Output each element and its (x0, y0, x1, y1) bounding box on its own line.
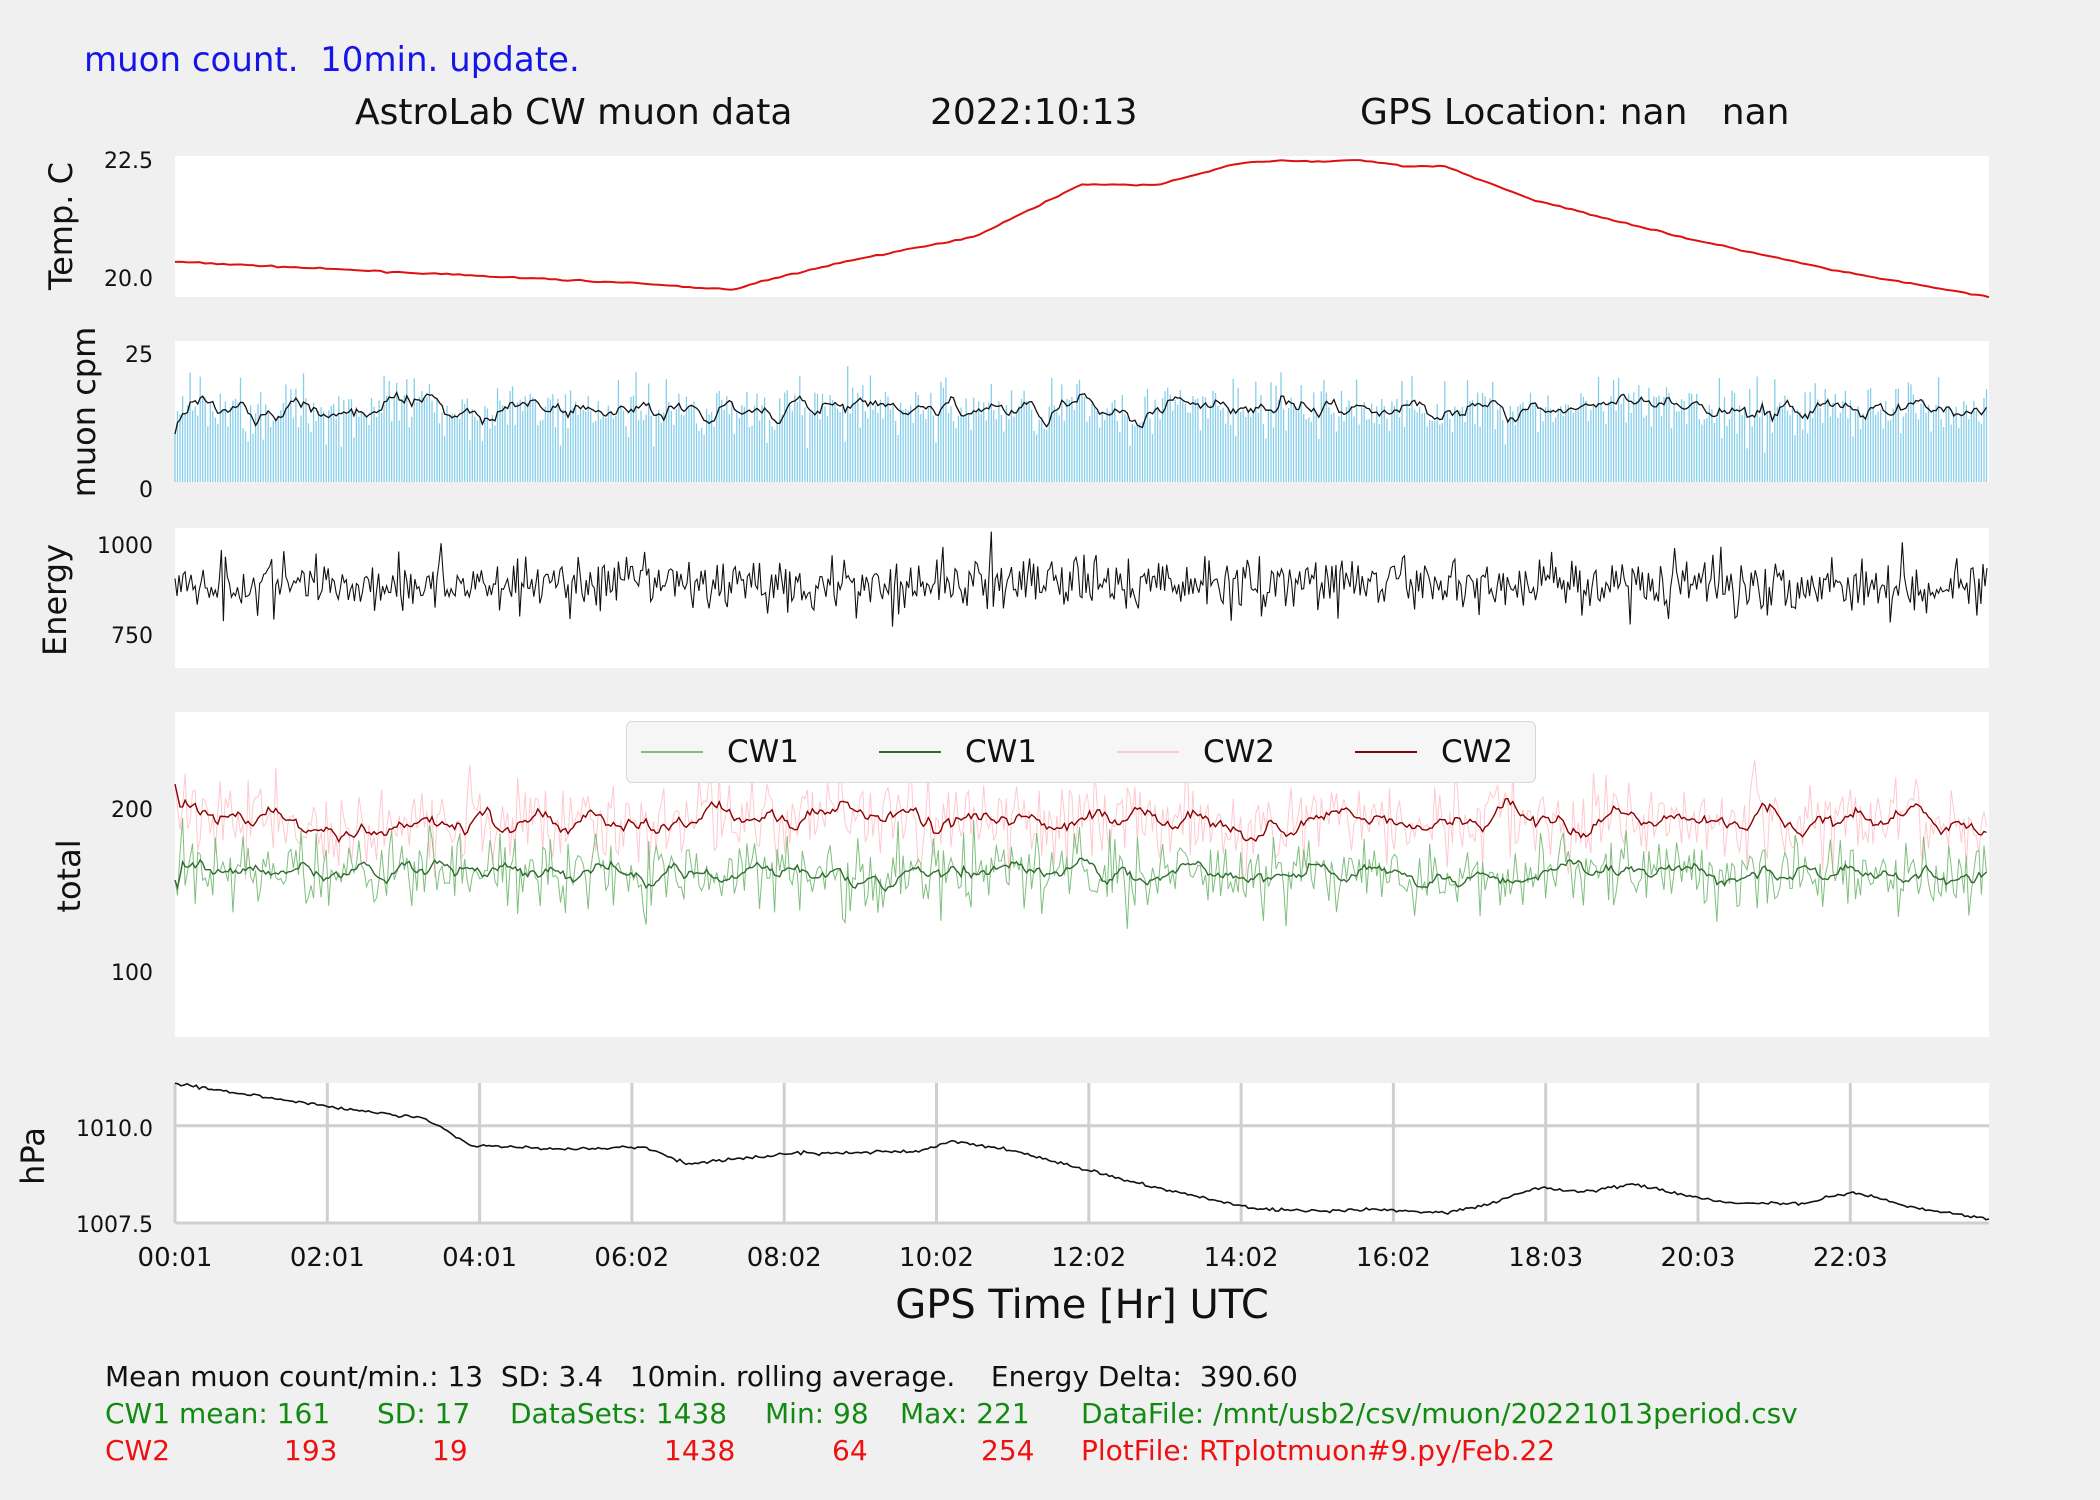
pressure-gridlines (173, 1083, 1989, 1225)
cw2-sd: 19 (432, 1434, 468, 1467)
pressure-ytick-bottom: 1007.5 (76, 1213, 153, 1238)
legend-swatch (879, 751, 941, 753)
cw2-max: 254 (981, 1434, 1035, 1467)
legend-swatch (641, 751, 703, 753)
cw1-mean: CW1 mean: 161 (105, 1397, 331, 1430)
plot-title: AstroLab CW muon data (355, 92, 793, 133)
cw2-min: 64 (832, 1434, 868, 1467)
energy-ytick-top: 1000 (97, 534, 153, 559)
legend-item-cw2-raw: CW2 (1117, 722, 1275, 782)
temp-line (174, 159, 1990, 299)
legend-label: CW1 (965, 734, 1038, 770)
legend-item-cw1-avg: CW1 (879, 722, 1037, 782)
stats-summary: Mean muon count/min.: 13 SD: 3.4 10min. … (105, 1360, 1298, 1393)
legend-item-cw2-avg: CW2 (1355, 722, 1513, 782)
total-ylabel: total (50, 839, 88, 912)
cw1-min: Min: 98 (765, 1397, 869, 1430)
temp-panel (175, 156, 1989, 297)
x-tick-label: 00:01 (138, 1243, 213, 1273)
energy-ytick-bottom: 750 (111, 624, 153, 649)
cw2-datasets: 1438 (664, 1434, 736, 1467)
muon-ytick-bottom: 0 (139, 478, 153, 503)
pressure-ytick-top: 1010.0 (76, 1117, 153, 1142)
plot-file: PlotFile: RTplotmuon#9.py/Feb.22 (1081, 1434, 1556, 1467)
x-tick-label: 18:03 (1508, 1243, 1583, 1273)
plot-date: 2022:10:13 (930, 92, 1138, 133)
x-tick-label: 04:01 (442, 1243, 517, 1273)
temp-ylabel: Temp. C (42, 162, 80, 291)
x-tick-label: 14:02 (1204, 1243, 1279, 1273)
legend-label: CW2 (1441, 734, 1514, 770)
x-axis-label: GPS Time [Hr] UTC (895, 1282, 1269, 1328)
pressure-panel (175, 1083, 1989, 1223)
gps-location: GPS Location: nan nan (1360, 92, 1790, 133)
pressure-ylabel: hPa (14, 1127, 52, 1185)
legend: CW1 CW1 CW2 CW2 (626, 721, 1536, 783)
total-ytick-bottom: 100 (111, 961, 153, 986)
total-ytick-top: 200 (111, 798, 153, 823)
x-tick-label: 06:02 (594, 1243, 669, 1273)
energy-line (174, 531, 1988, 627)
x-tick-label: 22:03 (1813, 1243, 1888, 1273)
muon-ylabel: muon cpm (65, 327, 103, 498)
x-tick-label: 10:02 (899, 1243, 974, 1273)
legend-item-cw1-raw: CW1 (641, 722, 799, 782)
legend-label: CW2 (1203, 734, 1276, 770)
legend-swatch (1117, 751, 1179, 753)
x-tick-label: 02:01 (290, 1243, 365, 1273)
cw1-raw-line (174, 818, 1987, 929)
cw2-raw-line (174, 759, 1987, 880)
cw2-mean: 193 (284, 1434, 338, 1467)
cw1-max: Max: 221 (900, 1397, 1030, 1430)
muon-rolling-average-line (174, 390, 1988, 435)
muon-ytick-top: 25 (125, 343, 153, 368)
temp-ytick-bottom: 20.0 (104, 267, 153, 292)
temp-ytick-top: 22.5 (104, 149, 153, 174)
cw2-label: CW2 (105, 1434, 171, 1467)
x-tick-label: 20:03 (1661, 1243, 1736, 1273)
legend-swatch (1355, 751, 1417, 753)
data-file: DataFile: /mnt/usb2/csv/muon/20221013per… (1081, 1397, 1798, 1430)
x-tick-labels: 00:01 02:01 04:01 06:02 08:02 10:02 12:02 14:02… (138, 1243, 1888, 1273)
x-tick-label: 16:02 (1356, 1243, 1431, 1273)
cw1-rolling-line (174, 857, 1987, 892)
cw1-sd: SD: 17 (377, 1397, 471, 1430)
legend-label: CW1 (727, 734, 800, 770)
cw1-datasets: DataSets: 1438 (510, 1397, 728, 1430)
cw2-rolling-line (174, 783, 1987, 844)
x-tick-label: 12:02 (1051, 1243, 1126, 1273)
x-tick-label: 08:02 (747, 1243, 822, 1273)
energy-ylabel: Energy (36, 544, 74, 656)
plot-note: muon count. 10min. update. (84, 40, 580, 80)
pressure-line (174, 1082, 1990, 1221)
